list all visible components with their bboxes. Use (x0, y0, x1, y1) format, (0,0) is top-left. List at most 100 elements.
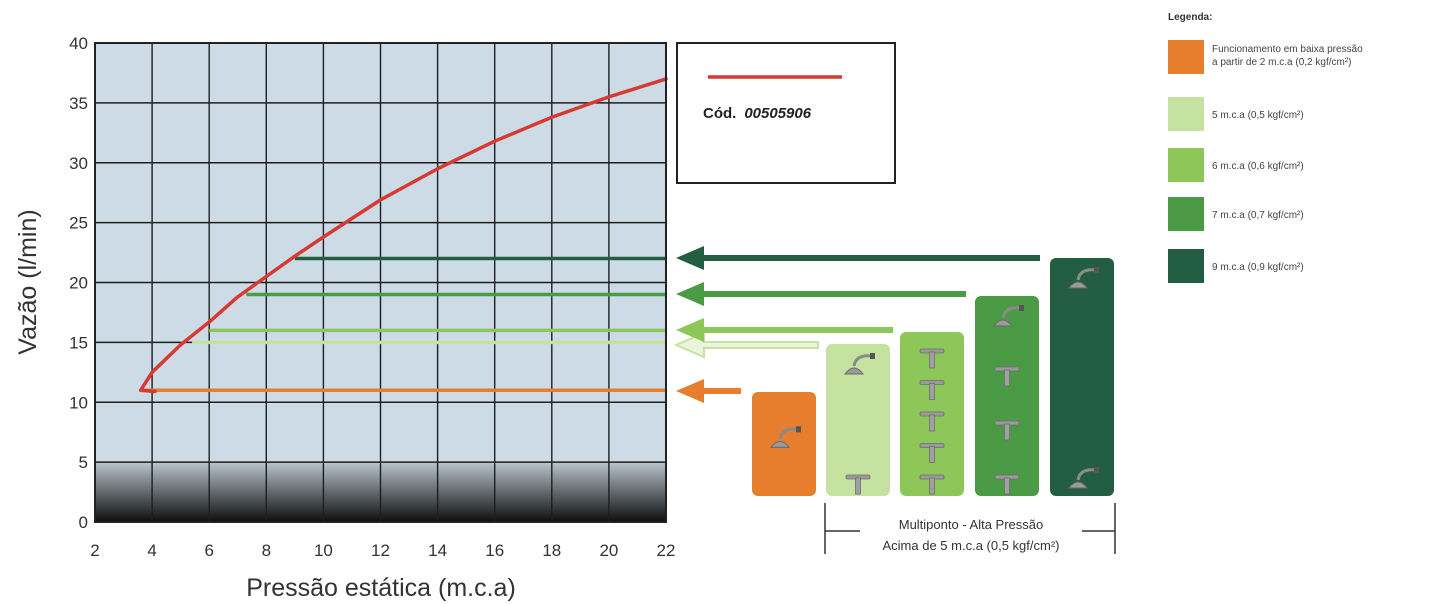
shower-head-icon (769, 426, 801, 448)
x-tick-label: 2 (90, 541, 99, 560)
shower-valve (870, 353, 875, 359)
shower-valve (1019, 305, 1024, 311)
y-tick-label: 25 (69, 214, 88, 233)
y-tick-label: 30 (69, 154, 88, 173)
x-tick-labels: 2 4 6 8 10 12 14 16 18 20 22 (90, 541, 675, 560)
legend-swatch (1168, 197, 1204, 231)
series-line (138, 77, 668, 394)
legend-title: Legenda: (1168, 12, 1212, 23)
shower-head (843, 367, 865, 375)
shower-head (1067, 481, 1089, 489)
faucet-icon (994, 474, 1020, 495)
faucet-icon (994, 366, 1020, 387)
faucet-icon (919, 474, 945, 495)
device-column-bar (826, 344, 890, 496)
x-tick-label: 20 (599, 541, 618, 560)
x-tick-label: 6 (204, 541, 213, 560)
device-column-bar (1050, 258, 1114, 496)
x-tick-label: 4 (147, 541, 156, 560)
legend-swatch (1168, 249, 1204, 283)
faucet-body (855, 477, 861, 495)
x-tick-label: 14 (428, 541, 447, 560)
x-tick-label: 10 (314, 541, 333, 560)
device-column (900, 332, 964, 496)
shower-head-icon (992, 305, 1024, 327)
x-tick-label: 12 (371, 541, 390, 560)
faucet-body (1004, 423, 1010, 441)
legend-items: Funcionamento em baixa pressão a partir d… (1168, 40, 1363, 283)
legend-label: a partir de 2 m.c.a (0,2 kgf/cm²) (1212, 57, 1352, 68)
shower-valve (1094, 467, 1099, 473)
shower-arm (1001, 306, 1022, 319)
shower-valve (796, 426, 801, 433)
faucet-body (1004, 369, 1010, 387)
legend: Legenda: Funcionamento em baixa pressão a… (1168, 12, 1363, 283)
y-tick-label: 20 (69, 274, 88, 293)
device-column-bar (975, 296, 1039, 496)
level-arrow (676, 246, 1040, 270)
shower-head-icon (1067, 267, 1099, 289)
code-label: Cód. 00505906 (703, 105, 812, 122)
shower-arm (1076, 268, 1097, 281)
legend-item: Funcionamento em baixa pressão a partir d… (1168, 40, 1363, 74)
plot-area (94, 42, 668, 523)
code-box-frame (676, 42, 896, 184)
legend-item: 6 m.c.a (0,6 kgf/cm²) (1168, 148, 1304, 182)
legend-item: 5 m.c.a (0,5 kgf/cm²) (1168, 97, 1304, 131)
bracket-line-2: Acima de 5 m.c.a (0,5 kgf/cm²) (883, 538, 1060, 553)
code-prefix: Cód. (703, 105, 736, 122)
faucet-body (929, 414, 935, 432)
y-tick-label: 5 (79, 453, 88, 472)
faucet-icon (919, 411, 945, 432)
y-tick-labels: 0 5 10 15 20 25 30 35 40 (69, 34, 88, 532)
faucet-body (1004, 477, 1010, 495)
code-number: 00505906 (744, 105, 811, 122)
y-tick-label: 10 (69, 393, 88, 412)
faucet-icon (994, 420, 1020, 441)
level-arrow (676, 282, 966, 306)
shower-head (769, 440, 791, 448)
device-column (1050, 258, 1114, 496)
y-tick-label: 0 (79, 513, 88, 532)
y-tick-label: 15 (69, 333, 88, 352)
shower-arm (1076, 468, 1097, 481)
x-axis-title: Pressão estática (m.c.a) (246, 574, 516, 602)
faucet-body (929, 477, 935, 495)
legend-item: 9 m.c.a (0,9 kgf/cm²) (1168, 249, 1304, 283)
shower-head (992, 319, 1014, 327)
faucet-body (929, 351, 935, 369)
faucet-icon (919, 380, 945, 400)
shower-valve (1094, 267, 1099, 273)
device-columns (752, 258, 1114, 496)
legend-swatch (1168, 97, 1204, 131)
legend-label: 9 m.c.a (0,9 kgf/cm²) (1212, 262, 1304, 273)
shower-head-icon (843, 353, 875, 375)
device-column (826, 344, 890, 496)
code-box: Cód. 00505906 (676, 42, 896, 184)
faucet-body (929, 446, 935, 463)
x-tick-label: 18 (542, 541, 561, 560)
legend-label: 5 m.c.a (0,5 kgf/cm²) (1212, 110, 1304, 121)
faucet-body (929, 383, 935, 400)
bracket-line-1: Multiponto - Alta Pressão (899, 517, 1044, 532)
shower-arm (852, 354, 873, 367)
y-tick-label: 35 (69, 94, 88, 113)
y-tick-label: 40 (69, 34, 88, 53)
device-column (975, 296, 1039, 496)
plot-frame (94, 42, 667, 523)
x-tick-label: 16 (485, 541, 504, 560)
level-arrow (676, 379, 741, 403)
level-arrow (676, 318, 893, 342)
device-column (752, 392, 816, 496)
legend-label: 7 m.c.a (0,7 kgf/cm²) (1212, 210, 1304, 221)
faucet-icon (845, 474, 871, 495)
legend-item: 7 m.c.a (0,7 kgf/cm²) (1168, 197, 1304, 231)
legend-label: 6 m.c.a (0,6 kgf/cm²) (1212, 161, 1304, 172)
y-axis-title: Vazão (l/min) (14, 209, 42, 354)
faucet-icon (919, 348, 945, 369)
multiponto-bracket: Multiponto - Alta Pressão Acima de 5 m.c… (824, 503, 1116, 554)
faucet-icon (919, 443, 945, 463)
legend-swatch (1168, 40, 1204, 74)
legend-swatch (1168, 148, 1204, 182)
